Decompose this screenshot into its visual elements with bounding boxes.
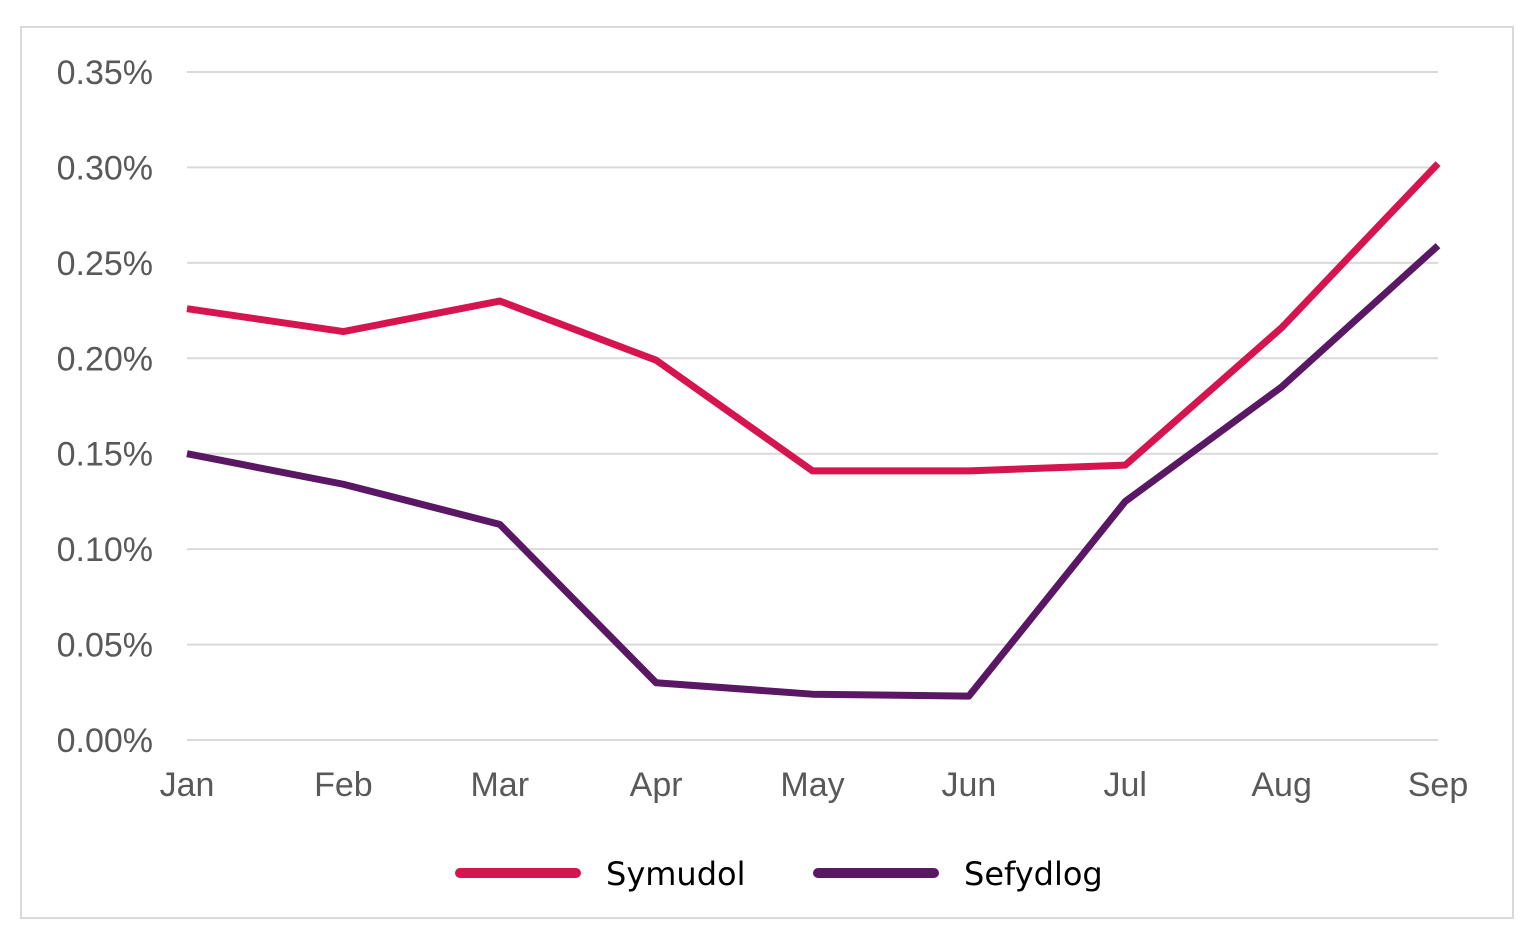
legend: Symudol Sefydlog [455, 855, 1103, 893]
y-tick-label: 0.10% [57, 531, 153, 569]
x-tick-label: May [780, 766, 844, 804]
y-tick-label: 0.20% [57, 340, 153, 378]
x-tick-label: Jan [160, 766, 215, 804]
legend-label: Symudol [606, 855, 745, 893]
x-tick-label: Jul [1104, 766, 1147, 804]
gridlines [187, 71, 1438, 741]
y-tick-label: 0.25% [57, 245, 153, 283]
y-tick-label: 0.00% [57, 722, 153, 760]
x-tick-label: Mar [470, 766, 529, 804]
y-tick-label: 0.30% [57, 149, 153, 187]
x-tick-label: Aug [1251, 766, 1312, 804]
y-axis-ticks: 0.00% 0.05% 0.10% 0.15% 0.20% 0.25% 0.30% 0.35% [57, 54, 153, 760]
x-tick-label: Apr [630, 766, 683, 804]
x-axis-ticks: Jan Feb Mar Apr May Jun Jul Aug Sep [160, 766, 1469, 804]
legend-label: Sefydlog [964, 855, 1103, 893]
x-tick-label: Jun [941, 766, 996, 804]
series-lines [186, 161, 1441, 700]
y-tick-label: 0.15% [57, 436, 153, 474]
x-tick-label: Sep [1408, 766, 1469, 804]
y-tick-label: 0.05% [57, 627, 153, 665]
y-tick-label: 0.35% [57, 54, 153, 92]
x-tick-label: Feb [314, 766, 373, 804]
series-line-1 [186, 161, 1441, 475]
